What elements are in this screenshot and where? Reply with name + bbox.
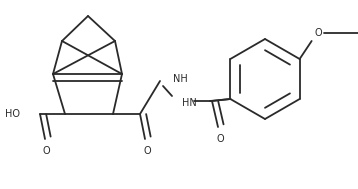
Text: O: O xyxy=(216,134,224,144)
Text: HN: HN xyxy=(182,98,197,108)
Text: O: O xyxy=(315,28,322,38)
Text: O: O xyxy=(42,146,50,156)
Text: HO: HO xyxy=(5,109,19,119)
Text: NH: NH xyxy=(173,74,188,84)
Text: O: O xyxy=(143,146,151,156)
